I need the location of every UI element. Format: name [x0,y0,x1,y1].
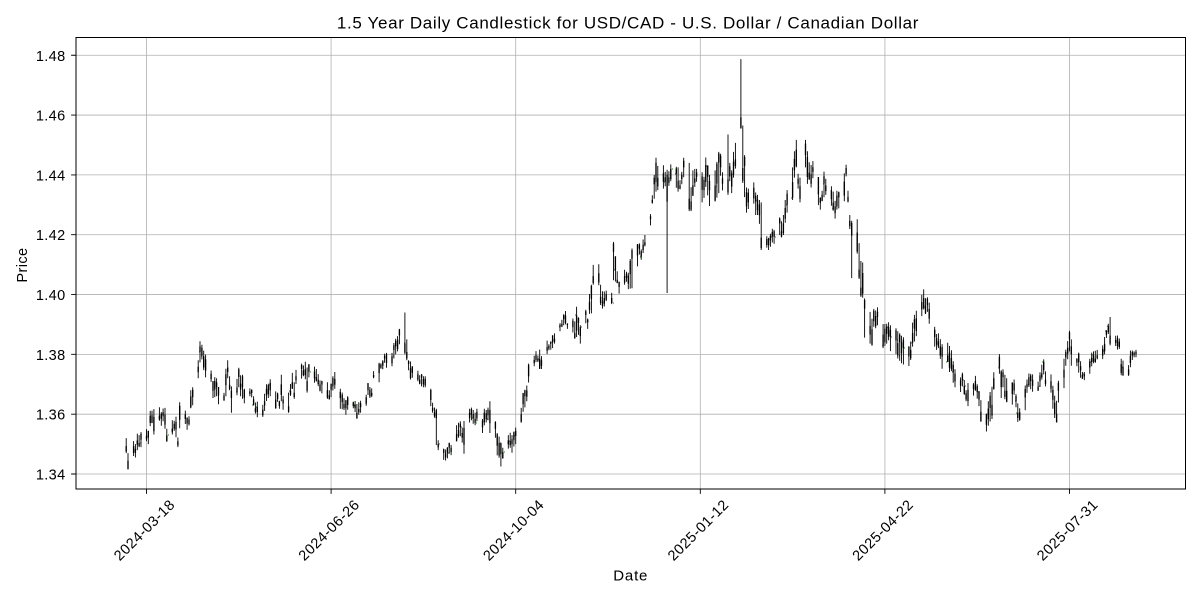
svg-text:1.38: 1.38 [36,348,66,364]
svg-text:1.36: 1.36 [36,408,66,424]
svg-text:1.46: 1.46 [36,109,66,125]
svg-text:Price: Price [15,247,31,282]
svg-text:1.42: 1.42 [36,228,66,244]
svg-text:1.40: 1.40 [36,288,66,304]
svg-text:1.34: 1.34 [36,468,66,484]
svg-text:1.44: 1.44 [36,168,66,184]
svg-text:1.5 Year Daily Candlestick for: 1.5 Year Daily Candlestick for USD/CAD -… [337,14,919,33]
svg-text:1.48: 1.48 [36,49,66,65]
svg-text:Date: Date [613,568,648,585]
